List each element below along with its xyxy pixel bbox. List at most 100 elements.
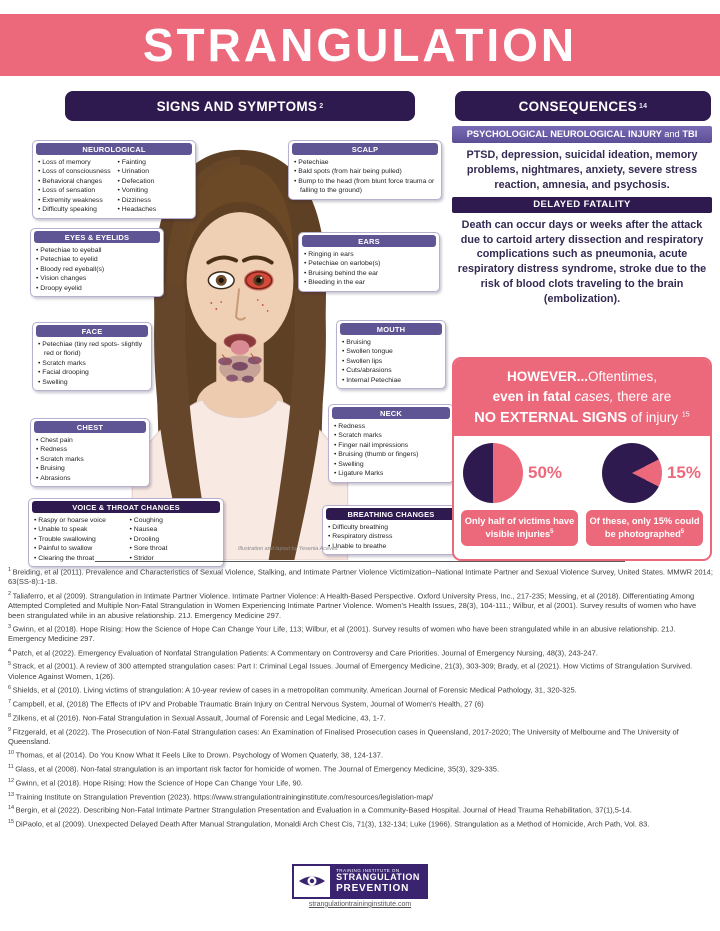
symptom-item: Scratch marks: [38, 359, 148, 369]
symptom-item: Defecation: [118, 177, 193, 187]
symptom-item: Unable to breathe: [328, 542, 456, 552]
symptom-item: Swollen lips: [342, 357, 442, 367]
box-title: EARS: [302, 235, 436, 247]
symptom-item: Petechiae on earlobe(s): [304, 259, 436, 269]
signs-symptoms-label: SIGNS AND SYMPTOMS: [156, 98, 318, 114]
pie-chart-15: [601, 443, 662, 504]
box-title: BREATHING CHANGES: [326, 508, 456, 520]
reference: 13 Training Institute on Strangulation Pr…: [8, 791, 434, 802]
symptom-item: Loss of consciousness: [38, 167, 113, 177]
consequences-header: CONSEQUENCES 14: [455, 91, 711, 121]
symptom-item: Ringing in ears: [304, 250, 436, 260]
symptom-item: Difficulty speaking: [38, 205, 113, 215]
box-title: CHEST: [34, 421, 146, 433]
reference: 8 Zilkens, et al (2016). Non-Fatal Strang…: [8, 712, 386, 723]
box-title: MOUTH: [340, 323, 442, 335]
symptom-item: Coughing: [130, 516, 221, 526]
symptom-box-mouth: MOUTH Bruising Swollen tongue Swollen li…: [336, 320, 446, 390]
symptom-item: Nausea: [130, 525, 221, 535]
symptom-item: Drooling: [130, 535, 221, 545]
logo-line3: PREVENTION: [336, 882, 410, 894]
box-title: VOICE & THROAT CHANGES: [32, 501, 220, 513]
symptom-box-face: FACE Petechiae (tiny red spots- slightly…: [32, 322, 152, 392]
symptom-item: Swelling: [38, 378, 148, 388]
symptom-item: Bald spots (from hair being pulled): [294, 167, 438, 177]
pie-label: 50%: [528, 463, 563, 483]
symptom-box-eyes: EYES & EYELIDS Petechiae to eyeball Pete…: [30, 228, 164, 298]
symptom-item: Sore throat: [130, 544, 221, 554]
logo-line1: TRAINING INSTITUTE ON: [336, 868, 400, 873]
symptom-item: Chest pain: [36, 436, 146, 446]
symptom-item: Petechiae to eyeball: [36, 246, 160, 256]
symptom-box-chest: CHEST Chest pain Redness Scratch marks B…: [30, 418, 150, 488]
symptom-item: Headaches: [118, 205, 193, 215]
symptom-box-breathing: BREATHING CHANGES Difficulty breathing R…: [322, 505, 460, 556]
symptom-item: Finger nail impressions: [334, 441, 450, 451]
box-title: FACE: [36, 325, 148, 337]
no-external-signs-card: HOWEVER...Oftentimes, even in fatal case…: [452, 357, 712, 561]
face: [186, 212, 294, 351]
pie-caption: Of these, only 15% could be photographed…: [586, 510, 703, 547]
symptom-item: Bruising: [36, 464, 146, 474]
symptom-item: Bruising (thumb or fingers): [334, 450, 450, 460]
pie-label: 15%: [666, 463, 701, 483]
delayed-fatality-bar: DELAYED FATALITY: [452, 196, 712, 213]
symptom-item: Dizziness: [118, 196, 193, 206]
reference: 2 Taliaferro, et al (2009). Strangulation…: [8, 590, 697, 620]
pie-caption: Only half of victims have visible injuri…: [461, 510, 578, 547]
box-title: EYES & EYELIDS: [34, 231, 160, 243]
reference: 12 Gwinn, et al (2018). Hope Rising: How …: [8, 777, 303, 788]
box-title: NEUROLOGICAL: [36, 143, 192, 155]
reference: 4 Patch, et al (2022). Emergency Evaluati…: [8, 647, 598, 658]
symptom-item: Petechiae to eyelid: [36, 255, 160, 265]
however-headline: HOWEVER...Oftentimes, even in fatal case…: [454, 359, 710, 437]
training-institute-logo: TRAINING INSTITUTE ON STRANGULATION PREV…: [292, 864, 428, 899]
pie-charts: 50% 15% Only half of victims have visibl…: [454, 436, 710, 552]
consequences-label: CONSEQUENCES: [518, 98, 637, 114]
symptom-item: Swollen tongue: [342, 347, 442, 357]
symptom-item: Internal Petechiae: [342, 376, 442, 386]
signs-symptoms-ref: 2: [319, 102, 324, 110]
symptom-item: Stridor: [130, 554, 221, 564]
symptom-item: Behavioral changes: [38, 177, 113, 187]
symptom-item: Vomiting: [118, 186, 193, 196]
symptom-item: Petechiae (tiny red spots- slightly red …: [38, 340, 148, 359]
symptom-item: Extremity weakness: [38, 196, 113, 206]
symptom-item: Droopy eyelid: [36, 284, 160, 294]
illustration-credit: Illustration and layout by Yesenia Aceve…: [238, 546, 338, 552]
page-title: STRANGULATION: [142, 19, 578, 71]
symptom-item: Redness: [334, 422, 450, 432]
reference: 14 Bergin, et al (2022). Describing Non-F…: [8, 805, 632, 815]
delayed-fatality-text: Death can occur days or weeks after the …: [457, 218, 707, 306]
consequences-ref: 14: [638, 102, 648, 110]
symptom-item: Cuts/abrasions: [342, 366, 442, 376]
symptom-box-scalp: SCALP Petechiae Bald spots (from hair be…: [288, 140, 442, 200]
symptom-item: Bump to the head (from blunt force traum…: [294, 177, 438, 196]
references-divider: [95, 561, 625, 562]
symptom-item: Bloody red eyeball(s): [36, 265, 160, 275]
symptom-item: Abrasions: [36, 474, 146, 484]
consequences-content: PSYCHOLOGICAL NEUROLOGICAL INJURY and TB…: [452, 126, 712, 561]
logo-line2: STRANGULATION: [336, 872, 420, 882]
reference: 10 Thomas, et al (2014). Do You Know What…: [8, 750, 384, 760]
reference: 3 Gwinn, et al (2018). Hope Rising: How t…: [8, 623, 676, 644]
symptom-item: Raspy or hoarse voice: [34, 516, 125, 526]
title-banner: STRANGULATION: [0, 14, 720, 76]
symptom-item: Bruising behind the ear: [304, 269, 436, 279]
signs-symptoms-header: SIGNS AND SYMPTOMS 2: [65, 91, 415, 121]
symptom-item: Respiratory distress: [328, 532, 456, 542]
symptom-item: Redness: [36, 445, 146, 455]
symptom-item: Facial drooping: [38, 368, 148, 378]
reference: 11 Glass, et al (2008). Non-fatal strangu…: [8, 763, 500, 774]
symptom-item: Bruising: [342, 338, 442, 348]
reference: 5 Strack, et al (2001). A review of 300 a…: [8, 661, 693, 681]
reference: 7 Campbell, et al, (2018) The Effects of …: [8, 698, 484, 709]
tongue: [230, 340, 250, 355]
symptom-item: Urination: [118, 167, 193, 177]
symptom-item: Loss of memory: [38, 158, 113, 168]
symptom-item: Petechiae: [294, 158, 438, 168]
symptom-item: Vision changes: [36, 274, 160, 284]
signs-symptoms-diagram: NEUROLOGICAL Loss of memory Loss of cons…: [10, 130, 460, 568]
reference: 9 Fitzgerald, et al (2022). The Prosecuti…: [8, 726, 679, 746]
